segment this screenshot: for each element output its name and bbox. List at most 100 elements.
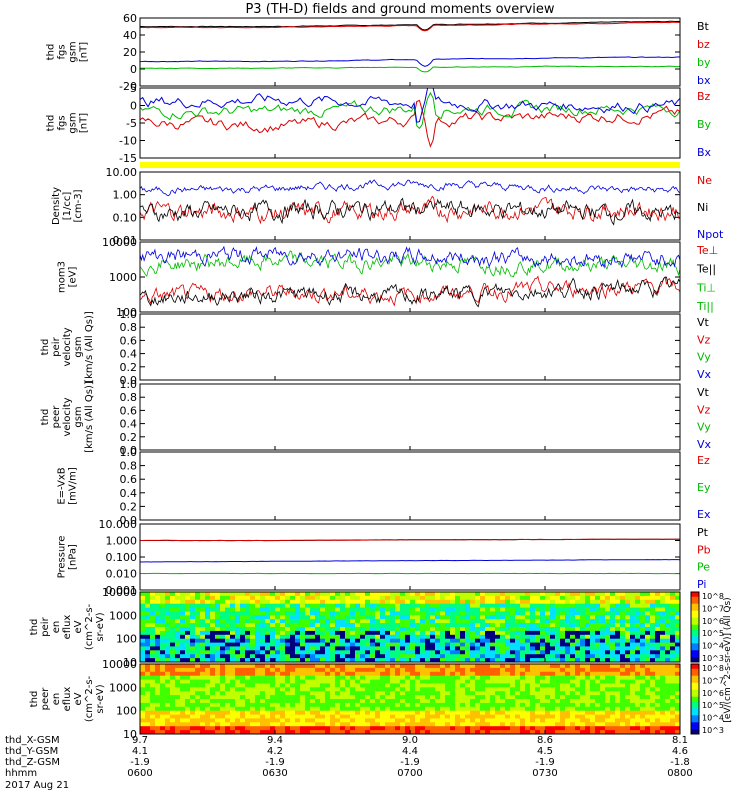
spec-cell [565, 668, 570, 672]
spec-cell [370, 687, 375, 691]
spec-cell [340, 627, 345, 631]
spec-cell [380, 604, 385, 608]
spec-cell [215, 639, 220, 643]
spec-cell [370, 668, 375, 672]
spec-cell [210, 635, 215, 639]
spec-cell [315, 711, 320, 715]
spec-cell [270, 676, 275, 680]
spec-cell [475, 654, 480, 658]
spec-cell [485, 711, 490, 715]
spec-cell [570, 650, 575, 654]
spec-cell [315, 596, 320, 600]
spec-cell [170, 722, 175, 726]
spec-cell [385, 627, 390, 631]
spec-cell [260, 683, 265, 687]
spec-cell [260, 699, 265, 703]
spec-cell [490, 664, 495, 668]
spec-cell [440, 604, 445, 608]
spec-cell [610, 650, 615, 654]
spec-cell [510, 615, 515, 619]
spec-cell [455, 619, 460, 623]
spec-cell [470, 691, 475, 695]
spec-cell [505, 615, 510, 619]
spec-cell [250, 635, 255, 639]
spec-cell [370, 604, 375, 608]
spec-cell [140, 623, 145, 627]
spec-cell [330, 699, 335, 703]
spec-cell [635, 654, 640, 658]
spec-cell [370, 707, 375, 711]
spec-cell [540, 615, 545, 619]
spec-cell [385, 687, 390, 691]
spec-cell [580, 639, 585, 643]
spec-cell [565, 650, 570, 654]
spec-cell [220, 687, 225, 691]
y-tick-label: 1000 [109, 271, 137, 284]
x-axis-value: -1.8 [670, 757, 690, 768]
spec-cell [370, 615, 375, 619]
spec-cell [655, 676, 660, 680]
spec-cell [325, 668, 330, 672]
spec-cell [300, 699, 305, 703]
spec-cell [650, 600, 655, 604]
spec-cell [520, 715, 525, 719]
spec-cell [170, 718, 175, 722]
spec-cell [475, 691, 480, 695]
spec-cell [425, 680, 430, 684]
spec-cell [275, 596, 280, 600]
spec-cell [635, 596, 640, 600]
spec-cell [430, 611, 435, 615]
spec-cell [615, 726, 620, 730]
spec-cell [280, 664, 285, 668]
spec-cell [170, 680, 175, 684]
spec-cell [165, 627, 170, 631]
spec-cell [260, 718, 265, 722]
spec-cell [525, 672, 530, 676]
spec-cell [375, 615, 380, 619]
spec-cell [510, 664, 515, 668]
spec-cell [625, 611, 630, 615]
spec-cell [440, 695, 445, 699]
spec-cell [490, 703, 495, 707]
spec-cell [570, 611, 575, 615]
spec-cell [235, 615, 240, 619]
spec-cell [240, 604, 245, 608]
spec-cell [275, 631, 280, 635]
spec-cell [445, 643, 450, 647]
spec-cell [420, 687, 425, 691]
spec-cell [210, 611, 215, 615]
spec-cell [285, 699, 290, 703]
spec-cell [470, 639, 475, 643]
spec-cell [595, 676, 600, 680]
spec-cell [245, 596, 250, 600]
spec-cell [160, 611, 165, 615]
spec-cell [255, 646, 260, 650]
spec-cell [545, 639, 550, 643]
spec-cell [600, 707, 605, 711]
legend-Pe: Pe [697, 561, 710, 574]
spec-cell [235, 631, 240, 635]
spec-cell [245, 668, 250, 672]
spec-cell [655, 683, 660, 687]
spec-cell [635, 604, 640, 608]
spec-cell [395, 623, 400, 627]
spec-cell [220, 627, 225, 631]
spec-cell [340, 676, 345, 680]
spec-cell [350, 707, 355, 711]
spec-cell [615, 604, 620, 608]
spec-cell [430, 643, 435, 647]
spec-cell [635, 715, 640, 719]
spec-cell [475, 664, 480, 668]
spec-cell [370, 608, 375, 612]
spec-cell [630, 631, 635, 635]
spec-cell [475, 726, 480, 730]
spec-cell [210, 715, 215, 719]
spec-cell [155, 722, 160, 726]
spec-cell [265, 687, 270, 691]
spec-cell [230, 596, 235, 600]
spec-cell [270, 627, 275, 631]
spec-cell [470, 711, 475, 715]
spec-cell [650, 596, 655, 600]
spec-cell [350, 695, 355, 699]
spec-cell [360, 631, 365, 635]
